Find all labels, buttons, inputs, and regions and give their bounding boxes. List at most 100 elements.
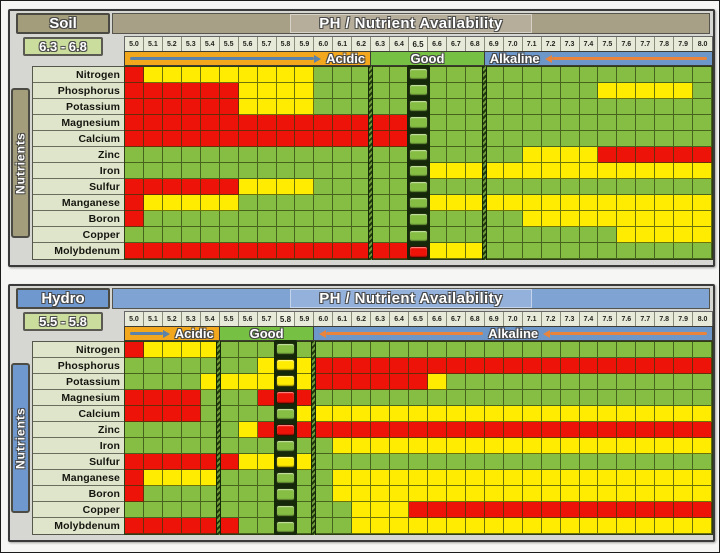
grid-cell (181, 195, 201, 211)
grid-cell (598, 502, 618, 518)
alkaline-arrow-icon (543, 329, 708, 338)
grid-cell (484, 115, 504, 131)
title-band: PH / Nutrient Availability (112, 13, 710, 34)
grid-cell (617, 99, 637, 115)
row-label-sulfur: Sulfur (33, 179, 124, 195)
grid-cell (636, 406, 656, 422)
grid-cell (674, 179, 694, 195)
grid-cell (333, 147, 353, 163)
grid-cell (409, 518, 428, 534)
grid-cell (181, 99, 201, 115)
row-label-molybdenum: Molybdenum (33, 518, 124, 534)
grid-cell (162, 115, 182, 131)
grid-cell (352, 374, 372, 390)
grid-cell (295, 99, 315, 115)
grid-cell (238, 243, 258, 259)
grid-cell (143, 422, 163, 438)
grid-cell (655, 179, 675, 195)
grid-cell (674, 131, 694, 147)
grid-cell (143, 163, 163, 179)
grid-cell (162, 99, 182, 115)
good-zone-boundary (311, 341, 316, 535)
grid-cell (522, 211, 542, 227)
grid-cell (503, 374, 523, 390)
grid-cell (314, 390, 334, 406)
grid-cell (371, 406, 391, 422)
grid-cell (579, 374, 599, 390)
ph-band-row: Acidic Good Alkaline (124, 51, 713, 66)
grid-cell (314, 454, 334, 470)
ph-tick-7.1: 7.1 (522, 37, 542, 51)
grid-cell (314, 211, 334, 227)
grid-cell (333, 67, 353, 83)
ph-tick-7.3: 7.3 (560, 37, 580, 51)
grid-cell (636, 486, 656, 502)
grid-row-sulfur (125, 454, 713, 470)
grid-cell (200, 67, 220, 83)
grid-cell (219, 163, 239, 179)
grid-cell (390, 358, 410, 374)
grid-cell (200, 83, 220, 99)
grid-cell (579, 67, 599, 83)
grid-cell (560, 67, 580, 83)
grid-cell (428, 99, 447, 115)
grid-cell (655, 115, 675, 131)
grid-cell (125, 422, 144, 438)
grid-cell (238, 147, 258, 163)
grid-cell (484, 195, 504, 211)
grid-cell (617, 211, 637, 227)
grid-cell (143, 179, 163, 195)
grid-cell (541, 179, 561, 195)
ph-tick-6.1: 6.1 (333, 312, 353, 326)
grid-cell (598, 83, 618, 99)
grid-cell (598, 438, 618, 454)
grid-cell (598, 195, 618, 211)
grid-cell (560, 243, 580, 259)
acidic-arrow-icon (130, 329, 170, 338)
grid-cell (295, 195, 315, 211)
grid-cell (503, 438, 523, 454)
row-label-magnesium: Magnesium (33, 390, 124, 406)
grid-cell (446, 83, 466, 99)
band-good: Good (371, 52, 485, 65)
grid-cell (465, 390, 485, 406)
grid-cell (428, 67, 447, 83)
grid-cell (693, 83, 713, 99)
row-label-molybdenum: Molybdenum (33, 243, 124, 259)
grid-cell (541, 342, 561, 358)
grid-cell (181, 438, 201, 454)
grid-cell (541, 99, 561, 115)
grid-cell (560, 163, 580, 179)
grid-cell (693, 502, 713, 518)
grid-cell (162, 243, 182, 259)
grid-cell (484, 163, 504, 179)
grid-cell (522, 390, 542, 406)
grid-cell (522, 486, 542, 502)
grid-cell (655, 502, 675, 518)
grid-cell (238, 486, 258, 502)
grid-cell (674, 502, 694, 518)
ph-tick-6.5: 6.5 (409, 37, 428, 51)
grid-cell (503, 502, 523, 518)
ph-tick-7.2: 7.2 (541, 37, 561, 51)
grid-cell (560, 179, 580, 195)
grid-cell (446, 358, 466, 374)
row-label-boron: Boron (33, 211, 124, 227)
grid-cell (276, 211, 296, 227)
grid-cell (125, 342, 144, 358)
grid-cell (446, 342, 466, 358)
grid-cell (276, 227, 296, 243)
grid-cell (598, 211, 618, 227)
grid-cell (200, 195, 220, 211)
grid-cell (655, 486, 675, 502)
ideal-ph-cell (407, 131, 430, 147)
grid-cell (143, 67, 163, 83)
ph-tick-6.3: 6.3 (371, 37, 391, 51)
grid-cell (579, 422, 599, 438)
row-label-magnesium: Magnesium (33, 115, 124, 131)
grid-cell (446, 438, 466, 454)
grid-cell (390, 454, 410, 470)
grid-cell (125, 406, 144, 422)
grid-cell (636, 470, 656, 486)
row-label-sulfur: Sulfur (33, 454, 124, 470)
